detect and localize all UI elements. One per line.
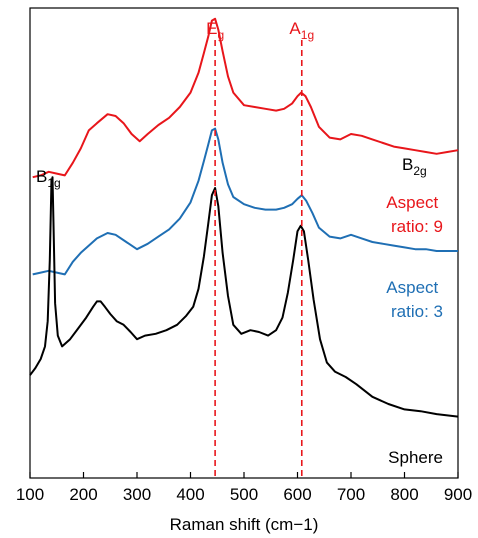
series-line-aspect-ratio-9 (32, 17, 459, 179)
peak-label-a1g: A1g (289, 19, 314, 42)
mode-label-b1g: B1g (36, 167, 61, 190)
x-tick-label-600: 600 (283, 485, 311, 504)
peak-label-eg: Eg (206, 19, 224, 42)
series-label-aspect-ratio-9: Aspect ratio: 9 (386, 193, 443, 236)
x-tick-label-300: 300 (123, 485, 151, 504)
series-line-sphere (29, 176, 459, 418)
x-tick-label-900: 900 (444, 485, 472, 504)
x-tick-label-200: 200 (69, 485, 97, 504)
x-tick-label-100: 100 (16, 485, 44, 504)
x-axis-ticks: 100 200 300 400 500 600 700 800 900 (16, 472, 472, 504)
x-tick-label-700: 700 (337, 485, 365, 504)
x-axis-title: Raman shift (cm−1) (170, 515, 319, 534)
series-label-sphere: Sphere (388, 448, 443, 467)
x-tick-label-500: 500 (230, 485, 258, 504)
mode-label-b2g: B2g (402, 155, 427, 178)
plot-frame (29, 7, 459, 479)
x-tick-label-800: 800 (390, 485, 418, 504)
x-tick-label-400: 400 (176, 485, 204, 504)
series-label-aspect-ratio-3: Aspect ratio: 3 (386, 278, 443, 321)
series-line-aspect-ratio-3 (32, 127, 458, 276)
